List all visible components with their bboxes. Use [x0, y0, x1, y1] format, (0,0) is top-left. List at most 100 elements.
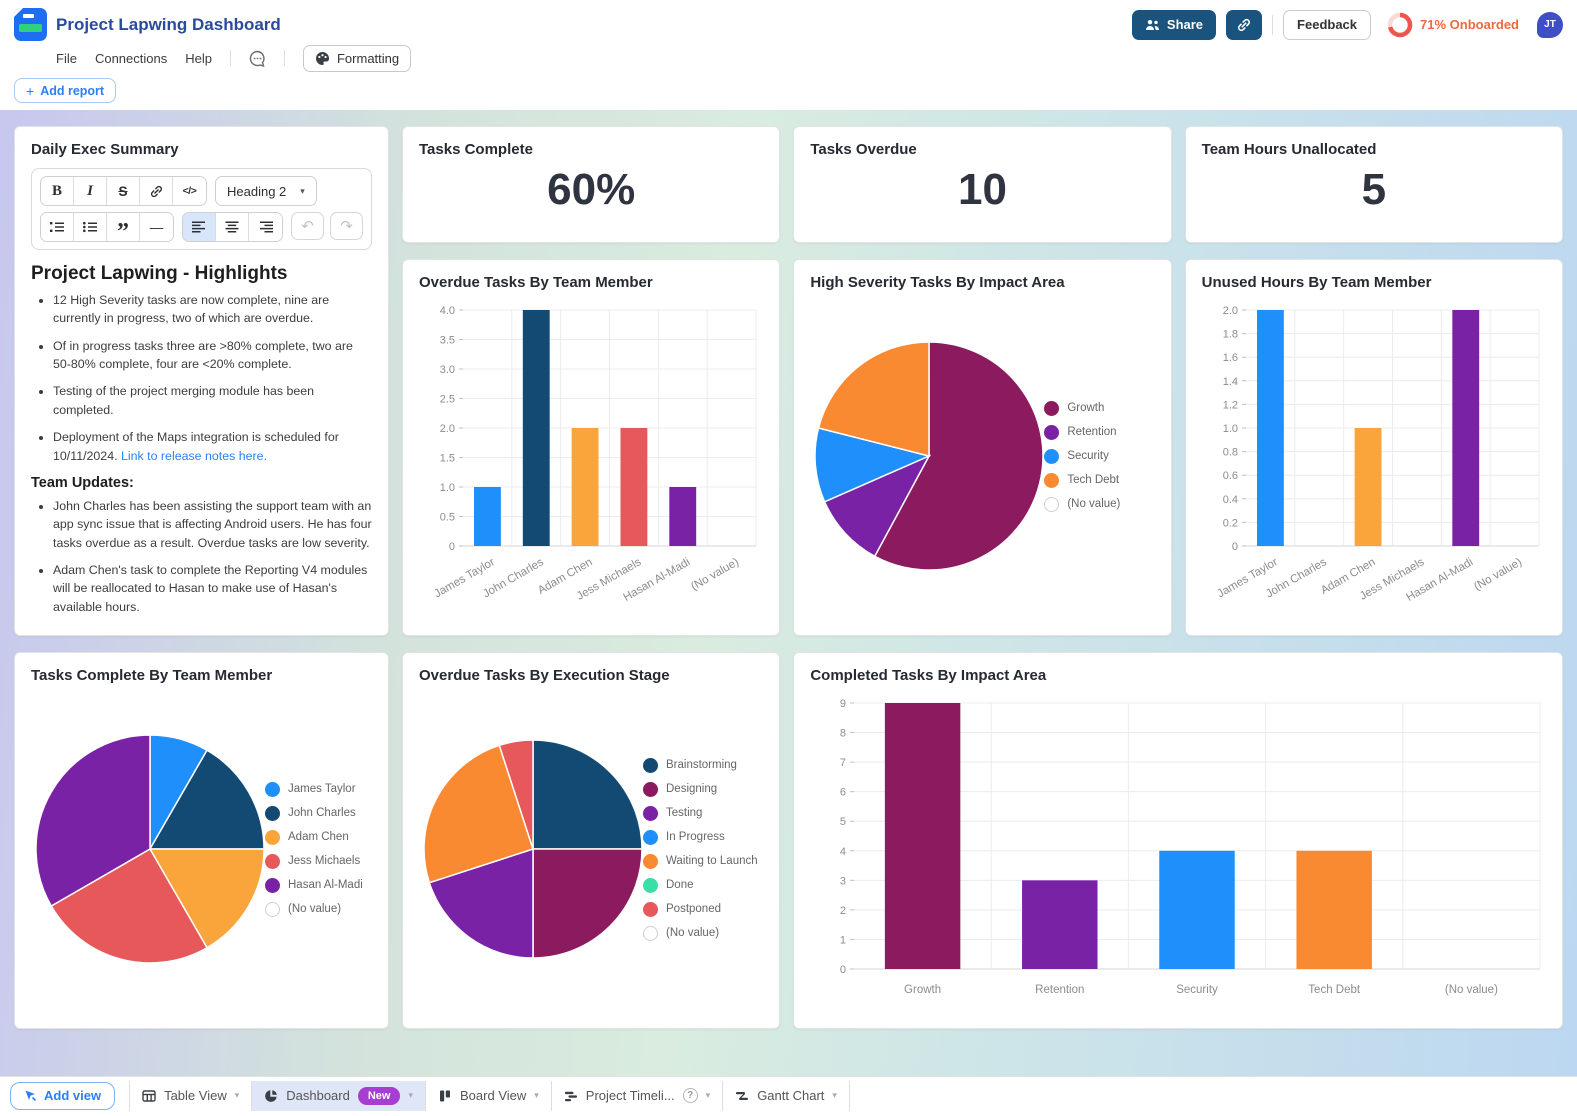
svg-text:(No value): (No value)	[1472, 556, 1524, 593]
completed-by-impact-card: Completed Tasks By Impact Area 0 1 2 3 4 5 6 7 8…	[793, 652, 1563, 1029]
timeline-icon	[564, 1089, 578, 1103]
copy-link-button[interactable]	[1226, 9, 1263, 40]
pie-slice	[148, 848, 265, 949]
ordered-list-icon	[50, 221, 64, 233]
share-button[interactable]: Share	[1131, 9, 1217, 40]
chevron-down-icon[interactable]: ▾	[408, 1090, 414, 1100]
tab-project-timeli[interactable]: Project Timeli...? ▾	[551, 1080, 724, 1111]
legend-label: Designing	[666, 783, 718, 795]
kpi-label: Tasks Complete	[419, 141, 533, 158]
ordered-list-button[interactable]	[41, 213, 74, 241]
svg-text:0.5: 0.5	[440, 512, 455, 524]
legend-label: Security	[1067, 450, 1109, 462]
add-view-button[interactable]: Add view	[10, 1081, 116, 1110]
svg-text:Tech Debt: Tech Debt	[1309, 984, 1362, 996]
logo-slot	[23, 14, 34, 18]
italic-button[interactable]: I	[74, 177, 107, 205]
summary-bullet: Deployment of the Maps integration is sc…	[53, 428, 372, 465]
undo-button[interactable]: ↶	[291, 212, 324, 240]
board-icon	[438, 1089, 452, 1103]
legend-item: Tech Debt	[1044, 472, 1120, 488]
formatting-button[interactable]: Formatting	[302, 44, 412, 72]
pie-slice	[817, 341, 931, 457]
onboarded-label: 71% Onboarded	[1420, 17, 1519, 32]
chevron-down-icon[interactable]: ▾	[234, 1090, 240, 1100]
app-logo[interactable]	[14, 8, 47, 41]
app-header: Project Lapwing Dashboard Share	[0, 0, 1577, 73]
legend-swatch	[643, 925, 658, 941]
bullet-list-button[interactable]	[74, 213, 107, 241]
kpi-value: 5	[1361, 165, 1387, 214]
menu-file[interactable]: File	[56, 50, 77, 66]
bar	[1451, 310, 1479, 546]
redo-button[interactable]: ↷	[330, 212, 363, 240]
svg-text:6: 6	[840, 787, 846, 799]
align-center-button[interactable]	[216, 213, 249, 241]
add-report-label: Add report	[40, 83, 105, 98]
pie-slice	[50, 847, 209, 964]
onboarding-progress[interactable]: 71% Onboarded	[1387, 12, 1519, 38]
tab-label: Gantt Chart	[757, 1088, 825, 1103]
feedback-button[interactable]: Feedback	[1283, 9, 1372, 40]
menu-help[interactable]: Help	[185, 50, 212, 66]
chart-title: Tasks Complete By Team Member	[31, 667, 273, 684]
svg-text:2: 2	[840, 905, 846, 917]
legend-label: (No value)	[288, 903, 342, 915]
legend-item: Waiting to Launch	[643, 853, 758, 869]
bar	[1354, 428, 1382, 546]
tab-dashboard[interactable]: Dashboard New ▾	[252, 1080, 427, 1111]
svg-text:5: 5	[840, 816, 846, 828]
release-notes-link[interactable]: Link to release notes here.	[120, 448, 268, 463]
legend-swatch	[643, 805, 658, 821]
divider	[1272, 14, 1274, 35]
rich-text-toolbar: B I S </> Heading 2 ▾	[31, 168, 372, 250]
heading-style-select[interactable]: Heading 2 ▾	[215, 176, 317, 206]
menu-connections[interactable]: Connections	[94, 50, 168, 66]
align-left-button[interactable]	[183, 213, 216, 241]
svg-text:1: 1	[840, 934, 846, 946]
align-right-button[interactable]	[249, 213, 282, 241]
quote-button[interactable]: ”	[107, 213, 140, 241]
link-icon	[1237, 18, 1251, 32]
legend-swatch	[265, 877, 280, 893]
chart-title: Overdue Tasks By Execution Stage	[419, 667, 670, 684]
comment-button[interactable]	[249, 50, 266, 67]
legend-item: Designing	[643, 781, 758, 797]
report-toolbar: + Add report	[0, 73, 1577, 110]
avatar[interactable]: JT	[1537, 11, 1563, 38]
legend-swatch	[265, 853, 280, 869]
table-icon	[142, 1089, 156, 1103]
bar	[571, 428, 599, 546]
strikethrough-button[interactable]: S	[107, 177, 140, 205]
svg-text:Growth: Growth	[904, 984, 941, 996]
add-report-button[interactable]: + Add report	[14, 78, 117, 103]
svg-text:(No value): (No value)	[1445, 984, 1498, 996]
bold-button[interactable]: B	[41, 177, 74, 205]
divider-rule-button[interactable]: —	[140, 213, 173, 241]
tab-table-view[interactable]: Table View ▾	[129, 1080, 253, 1111]
legend-item: (No value)	[643, 925, 758, 941]
help-icon[interactable]: ?	[682, 1088, 698, 1103]
bar	[473, 487, 501, 546]
legend-item: James Taylor	[265, 781, 363, 797]
code-button[interactable]: </>	[173, 177, 206, 205]
legend-item: In Progress	[643, 829, 758, 845]
legend-swatch	[1044, 424, 1060, 440]
chart-legend: James Taylor John Charles Adam Chen Jess Mi…	[265, 781, 363, 917]
tab-gantt-chart[interactable]: Gantt Chart ▾	[723, 1080, 850, 1111]
legend-item: Security	[1044, 448, 1120, 464]
svg-text:0.2: 0.2	[1222, 517, 1237, 529]
svg-text:Security: Security	[1177, 984, 1219, 996]
chevron-down-icon[interactable]: ▾	[832, 1090, 837, 1100]
tab-label: Dashboard	[286, 1088, 350, 1103]
legend-label: Retention	[1067, 426, 1117, 438]
legend-item: (No value)	[1044, 496, 1120, 512]
link-button[interactable]	[140, 177, 173, 205]
chevron-down-icon[interactable]: ▾	[534, 1090, 539, 1100]
legend-label: Tech Debt	[1067, 474, 1120, 486]
bar	[522, 310, 550, 546]
bullet-text: John Charles has been assisting the supp…	[53, 498, 372, 550]
tab-board-view[interactable]: Board View ▾	[426, 1080, 552, 1111]
chevron-down-icon[interactable]: ▾	[705, 1090, 711, 1100]
summary-editor-content[interactable]: Project Lapwing - Highlights 12 High Sev…	[31, 263, 372, 616]
